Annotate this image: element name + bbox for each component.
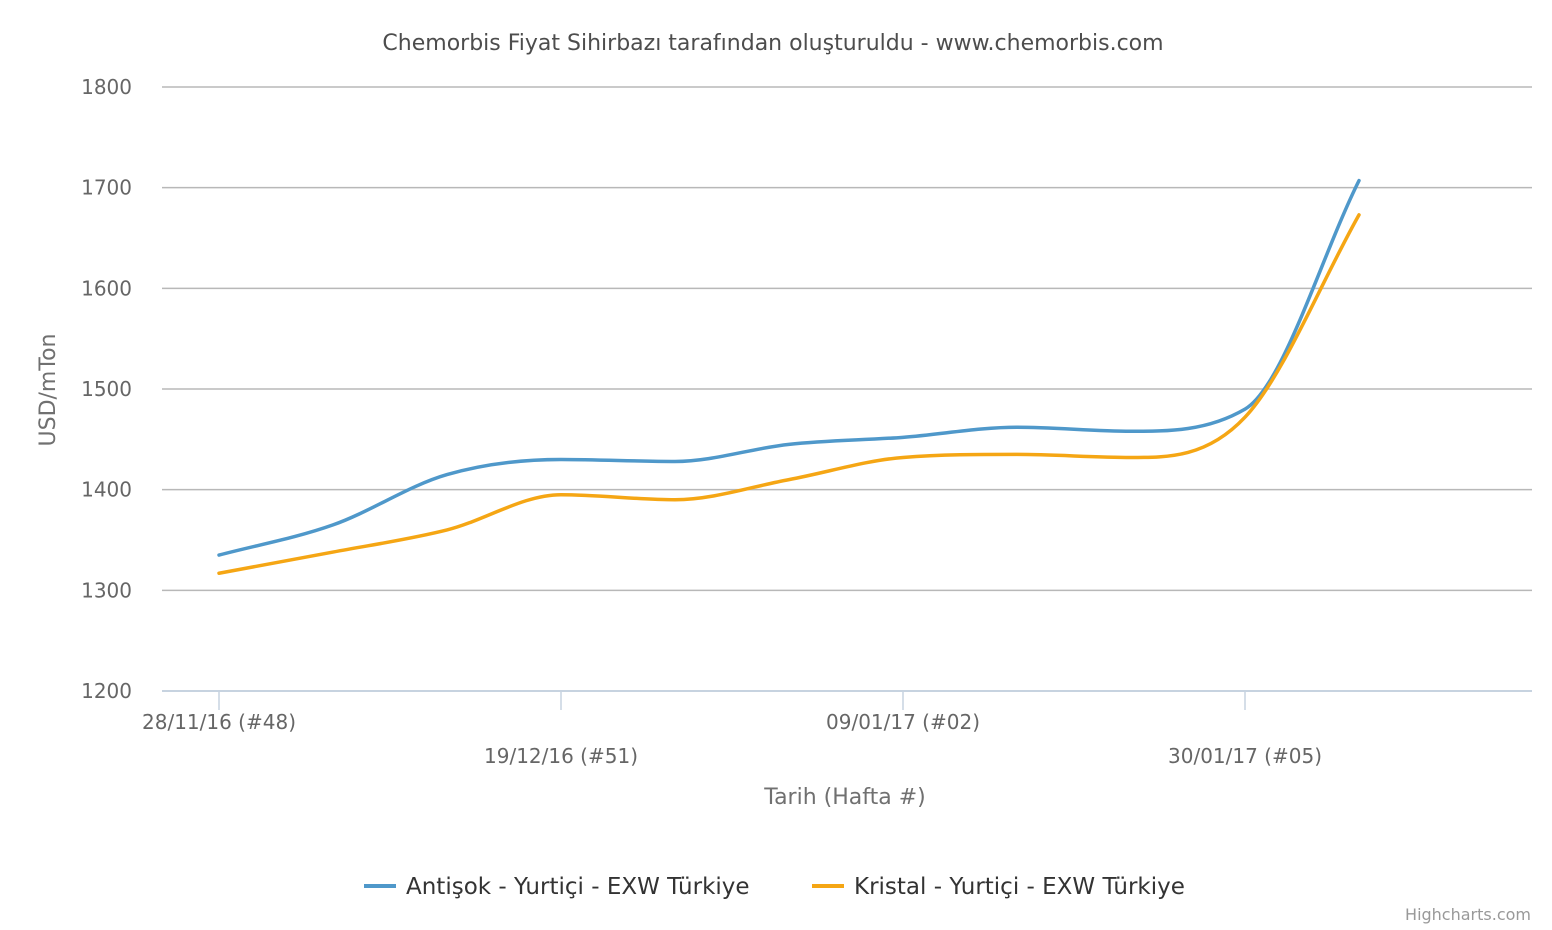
x-tick-label-1: 19/12/16 (#51): [484, 744, 638, 768]
y-tick-label-1300: 1300: [81, 578, 132, 602]
legend-item-antisok[interactable]: Antişok - Yurtiçi - EXW Türkiye: [364, 874, 750, 900]
series-lines: [217, 178, 1361, 575]
y-tick-label-1700: 1700: [81, 176, 132, 200]
series-line-kristal[interactable]: [217, 213, 1361, 575]
y-axis-title: USD/mTon: [36, 334, 61, 447]
x-tick-label-3: 30/01/17 (#05): [1168, 744, 1322, 768]
grid-lines: [162, 86, 1532, 592]
legend-label-kristal: Kristal - Yurtiçi - EXW Türkiye: [854, 874, 1185, 900]
x-axis-title: Tarih (Hafta #): [763, 785, 925, 810]
y-axis-ticks: 1200 1300 1400 1500 1600 1700 1800: [81, 75, 132, 703]
credits-link[interactable]: Highcharts.com: [1405, 905, 1531, 924]
legend-label-antisok: Antişok - Yurtiçi - EXW Türkiye: [406, 874, 750, 900]
y-tick-label-1500: 1500: [81, 377, 132, 401]
x-tick-label-2: 09/01/17 (#02): [826, 710, 980, 734]
x-tick-label-0: 28/11/16 (#48): [142, 710, 296, 734]
y-tick-label-1200: 1200: [81, 679, 132, 703]
chart-title: Chemorbis Fiyat Sihirbazı tarafından olu…: [382, 31, 1163, 56]
legend-item-kristal[interactable]: Kristal - Yurtiçi - EXW Türkiye: [812, 874, 1185, 900]
y-tick-label-1400: 1400: [81, 478, 132, 502]
y-tick-label-1800: 1800: [81, 75, 132, 99]
y-tick-label-1600: 1600: [81, 276, 132, 300]
x-axis-ticks: 28/11/16 (#48) 19/12/16 (#51) 09/01/17 (#0…: [142, 691, 1322, 768]
legend: Antişok - Yurtiçi - EXW Türkiye Kristal …: [364, 874, 1185, 900]
series-line-antisok[interactable]: [217, 178, 1361, 557]
